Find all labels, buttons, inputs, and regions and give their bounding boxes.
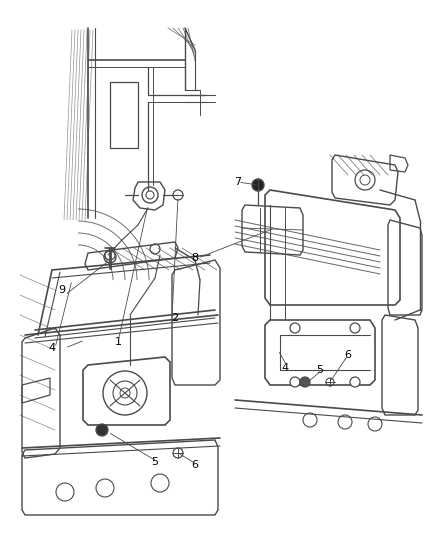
Text: 1: 1 (114, 337, 121, 347)
Text: 2: 2 (171, 313, 178, 323)
Text: 4: 4 (48, 343, 56, 353)
Circle shape (290, 323, 299, 333)
Circle shape (290, 377, 299, 387)
Text: 9: 9 (58, 285, 65, 295)
Text: 6: 6 (344, 350, 351, 360)
Text: 6: 6 (191, 460, 198, 470)
Circle shape (96, 424, 108, 436)
Text: 5: 5 (151, 457, 158, 467)
Circle shape (349, 323, 359, 333)
Text: 5: 5 (316, 365, 323, 375)
Text: 7: 7 (234, 177, 241, 187)
Circle shape (251, 179, 263, 191)
Text: 4: 4 (281, 363, 288, 373)
Text: 8: 8 (191, 253, 198, 263)
Circle shape (299, 377, 309, 387)
Circle shape (349, 377, 359, 387)
